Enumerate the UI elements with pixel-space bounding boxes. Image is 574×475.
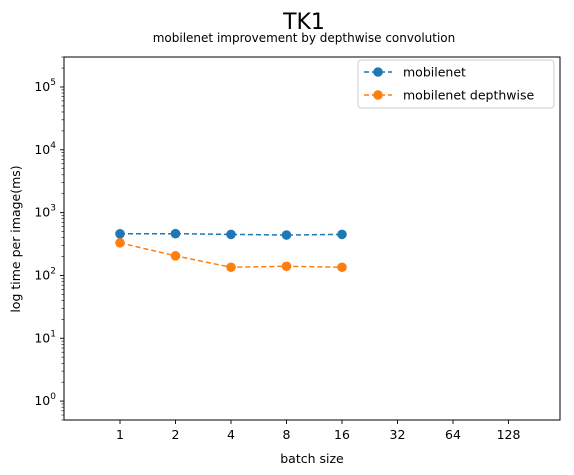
- plot-area: [63, 56, 561, 421]
- data-point: [226, 229, 236, 240]
- y-tick-label: 105: [34, 78, 56, 94]
- legend: mobilenet mobilenet depthwise: [357, 59, 555, 109]
- chart-subtitle: mobilenet improvement by depthwise convo…: [153, 31, 456, 45]
- x-tick-label: 8: [283, 427, 291, 442]
- legend-marker-mobilenet: [373, 67, 383, 77]
- legend-box: [357, 59, 555, 109]
- y-tick-label: 103: [34, 204, 56, 220]
- x-axis-label: batch size: [280, 451, 344, 466]
- data-point: [337, 229, 347, 240]
- legend-marker-mobilenet-depthwise: [373, 90, 383, 100]
- y-tick-label: 102: [34, 266, 56, 282]
- series-layer: [115, 228, 347, 273]
- series-line: [119, 232, 343, 236]
- y-tick-label: 104: [34, 141, 56, 157]
- data-point: [115, 229, 125, 239]
- x-tick-label: 128: [497, 427, 521, 442]
- data-point: [115, 238, 125, 248]
- legend-label-mobilenet: mobilenet: [403, 65, 466, 80]
- data-point: [170, 228, 181, 239]
- y-axis: 100 101 102 103 104 105: [34, 56, 64, 421]
- data-point: [281, 261, 292, 272]
- chart-title: TK1: [282, 10, 325, 35]
- x-tick-label: 4: [227, 427, 235, 442]
- x-tick-label: 2: [172, 427, 180, 442]
- data-point: [337, 262, 347, 273]
- y-axis-label: log time per image(ms): [8, 165, 23, 312]
- x-tick-label: 1: [116, 427, 124, 442]
- legend-label-mobilenet-depthwise: mobilenet depthwise: [403, 88, 534, 103]
- data-point: [281, 230, 292, 240]
- data-point: [170, 251, 181, 261]
- y-tick-label: 100: [34, 392, 56, 408]
- data-point: [226, 262, 236, 273]
- x-tick-label: 32: [390, 427, 406, 442]
- x-axis: 1 2 4 8 16 32 64 128: [116, 420, 520, 442]
- x-tick-label: 64: [445, 427, 461, 442]
- x-tick-label: 16: [334, 427, 350, 442]
- y-tick-label: 101: [34, 329, 56, 345]
